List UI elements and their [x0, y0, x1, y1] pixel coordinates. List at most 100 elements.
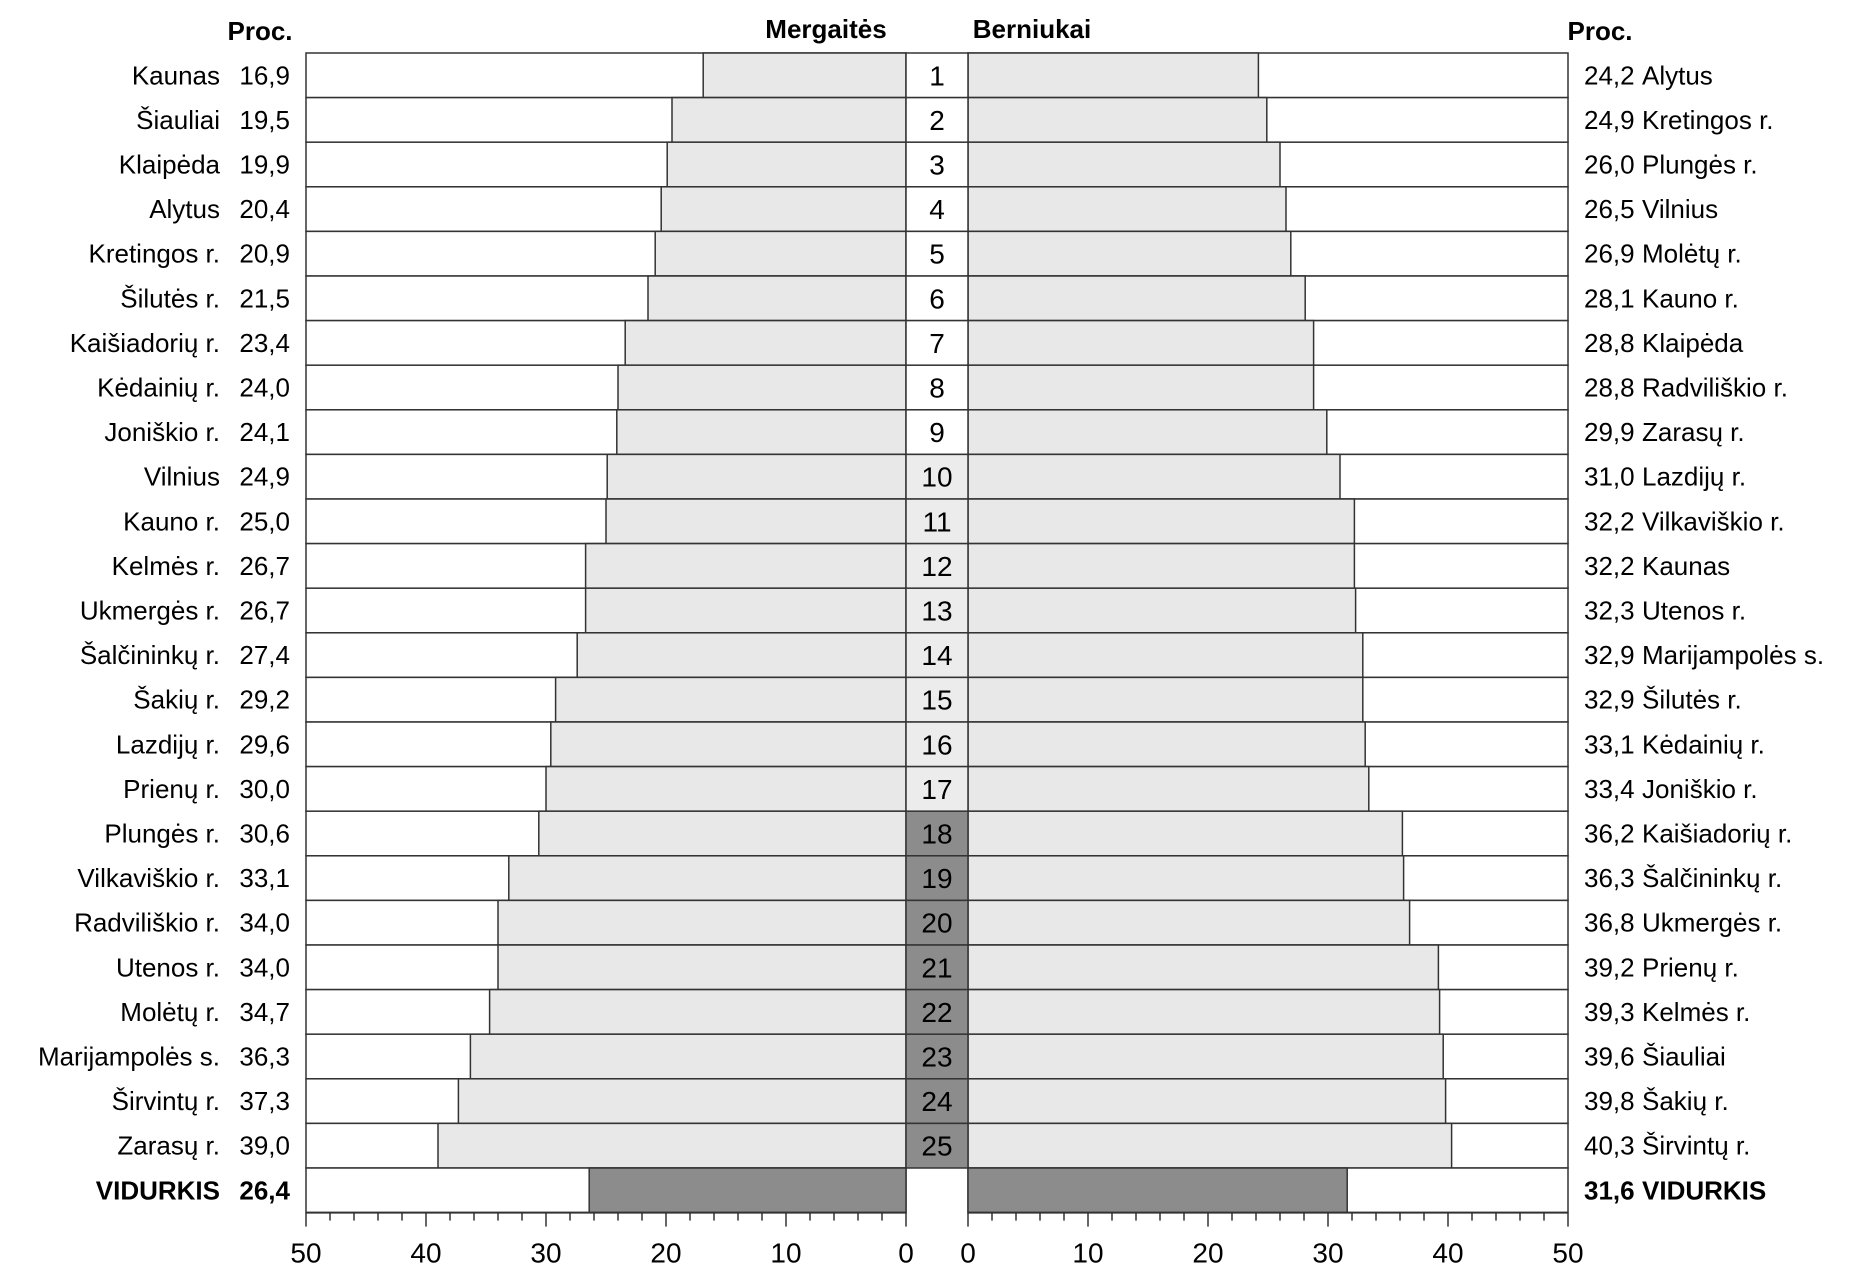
girls-category-label: Utenos r. — [116, 952, 220, 982]
rank-label: 25 — [921, 1131, 952, 1162]
girls-category-label: Radviliškio r. — [74, 908, 220, 938]
girls-value-label: 33,1 — [239, 863, 290, 893]
girls-value-label: 19,5 — [239, 105, 290, 135]
boys-category-label: Alytus — [1642, 60, 1713, 90]
boys-value-label: 39,2 — [1584, 952, 1635, 982]
boys-bar — [967, 810, 1404, 857]
girls-bar — [624, 319, 907, 366]
boys-category-label: Kėdainių r. — [1642, 729, 1765, 759]
girls-bar — [654, 230, 907, 277]
boys-bar — [967, 542, 1356, 589]
rank-label: 5 — [929, 239, 945, 270]
boys-value-label: 39,8 — [1584, 1086, 1635, 1116]
boys-category-label: Širvintų r. — [1642, 1131, 1750, 1161]
boys-bar — [967, 587, 1357, 634]
right-proc-header: Proc. — [1567, 16, 1632, 46]
girls-bar — [605, 498, 907, 545]
rank-label: 13 — [921, 596, 952, 627]
right-x-tick-label: 40 — [1432, 1238, 1463, 1269]
boys-bar — [967, 1033, 1444, 1080]
girls-category-label: Kėdainių r. — [97, 373, 220, 403]
girls-bar — [457, 1078, 907, 1125]
girls-bar — [469, 1033, 907, 1080]
right-series-header: Berniukai — [973, 14, 1092, 44]
boys-value-label: 26,0 — [1584, 150, 1635, 180]
rank-label: 3 — [929, 150, 945, 181]
girls-value-label: 24,1 — [239, 417, 290, 447]
left-x-tick-label: 10 — [770, 1238, 801, 1269]
rank-label: 23 — [921, 1042, 952, 1073]
girls-category-label: Marijampolės s. — [38, 1042, 220, 1072]
girls-category-label: Prienų r. — [123, 774, 220, 804]
rank-label: 11 — [922, 506, 951, 537]
girls-value-label: 30,0 — [239, 774, 290, 804]
girls-bar — [660, 186, 907, 233]
boys-average-label: VIDURKIS — [1642, 1175, 1766, 1205]
left-series-header: Mergaitės — [765, 14, 886, 44]
girls-category-label: Alytus — [149, 194, 220, 224]
girls-bar — [550, 721, 907, 768]
rank-label: 4 — [929, 194, 945, 225]
rank-cell — [905, 1122, 969, 1169]
boys-bar — [967, 721, 1366, 768]
rank-label: 17 — [921, 774, 952, 805]
girls-category-label: Kelmės r. — [112, 551, 220, 581]
boys-category-label: Kaišiadorių r. — [1642, 819, 1792, 849]
boys-bar — [967, 1122, 1453, 1169]
girls-value-label: 34,0 — [239, 908, 290, 938]
rank-cell — [905, 721, 969, 768]
right-x-tick-label: 30 — [1312, 1238, 1343, 1269]
girls-bar — [616, 409, 907, 456]
boys-category-label: Vilnius — [1642, 194, 1718, 224]
boys-value-label: 28,8 — [1584, 328, 1635, 358]
girls-value-label: 20,4 — [239, 194, 290, 224]
girls-value-label: 24,9 — [239, 462, 290, 492]
rank-cell — [905, 1078, 969, 1125]
girls-bar — [584, 587, 907, 634]
girls-category-label: Šilutės r. — [120, 283, 220, 313]
boys-category-label: Plungės r. — [1642, 150, 1758, 180]
girls-value-label: 16,9 — [239, 60, 290, 90]
boys-bar — [967, 319, 1315, 366]
boys-bar — [967, 855, 1405, 902]
girls-bar — [666, 141, 907, 188]
boys-value-label: 31,0 — [1584, 462, 1635, 492]
left-x-tick-label: 0 — [898, 1238, 914, 1269]
rank-cell — [905, 409, 969, 456]
right-x-tick-label: 10 — [1072, 1238, 1103, 1269]
boys-category-label: Ukmergės r. — [1642, 908, 1782, 938]
rank-cell — [905, 319, 969, 366]
girls-category-label: Zarasų r. — [117, 1131, 220, 1161]
boys-bar — [967, 453, 1341, 500]
girls-category-label: Kaišiadorių r. — [70, 328, 220, 358]
boys-category-label: Kaunas — [1642, 551, 1730, 581]
boys-category-label: Prienų r. — [1642, 952, 1739, 982]
girls-bar — [508, 855, 907, 902]
girls-average-label: VIDURKIS — [96, 1175, 220, 1205]
boys-value-label: 26,5 — [1584, 194, 1635, 224]
boys-value-label: 39,6 — [1584, 1042, 1635, 1072]
right-x-tick-label: 50 — [1552, 1238, 1583, 1269]
girls-category-label: Širvintų r. — [112, 1086, 220, 1116]
girls-category-label: Plungės r. — [104, 819, 220, 849]
rank-cell — [905, 632, 969, 679]
girls-category-label: Kaunas — [132, 60, 220, 90]
boys-bar — [967, 230, 1292, 277]
girls-bar — [576, 632, 907, 679]
girls-value-label: 24,0 — [239, 373, 290, 403]
girls-value-label: 30,6 — [239, 819, 290, 849]
boys-bar — [967, 944, 1440, 991]
boys-category-label: Klaipėda — [1642, 328, 1744, 358]
boys-bar — [967, 52, 1260, 99]
girls-value-label: 19,9 — [239, 150, 290, 180]
rank-label: 1 — [929, 60, 945, 91]
boys-value-label: 28,1 — [1584, 283, 1635, 313]
rank-cell — [905, 810, 969, 857]
girls-bar — [437, 1122, 907, 1169]
rank-label: 21 — [921, 952, 952, 983]
rank-label: 20 — [921, 908, 952, 939]
rank-cell — [905, 988, 969, 1035]
boys-bar — [967, 364, 1315, 411]
boys-bar — [967, 275, 1306, 322]
